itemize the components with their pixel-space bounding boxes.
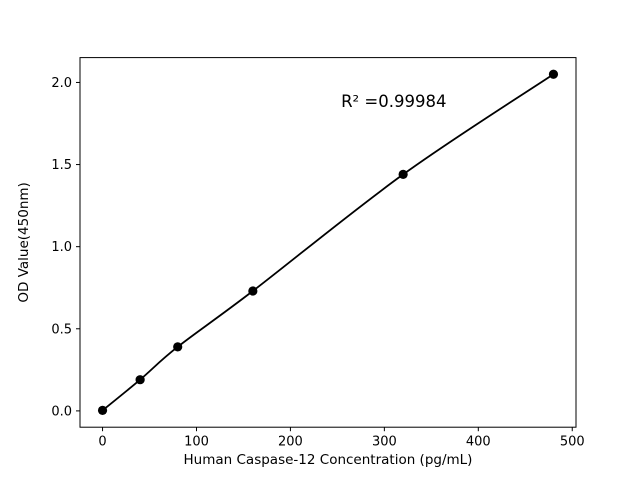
y-tick-label: 1.5 xyxy=(51,158,72,173)
fit-curve xyxy=(101,73,555,412)
y-tick-label: 0.5 xyxy=(51,322,72,337)
data-point-marker xyxy=(173,342,183,352)
data-point-marker xyxy=(548,69,559,79)
x-tick-label: 200 xyxy=(278,435,303,450)
x-axis-label: Human Caspase-12 Concentration (pg/mL) xyxy=(184,452,473,468)
x-tick-label: 400 xyxy=(466,435,491,450)
data-series xyxy=(97,69,559,415)
y-axis-label: OD Value(450nm) xyxy=(16,182,32,302)
data-point-marker xyxy=(97,405,108,415)
y-tick-label: 2.0 xyxy=(51,76,72,91)
data-point-marker xyxy=(135,375,145,385)
x-tick-label: 100 xyxy=(184,435,209,450)
data-point-marker xyxy=(248,286,258,296)
x-tick-label: 500 xyxy=(560,435,585,450)
x-axis-ticks: 0 100 200 300 400 500 xyxy=(98,427,585,450)
x-tick-label: 300 xyxy=(372,435,397,450)
y-tick-label: 1.0 xyxy=(51,240,72,255)
y-tick-label: 0.0 xyxy=(51,404,72,419)
y-axis-ticks: 0.0 0.5 1.0 1.5 2.0 xyxy=(51,76,80,419)
x-tick-label: 0 xyxy=(98,435,106,450)
plot-border xyxy=(79,57,577,428)
data-point-marker xyxy=(398,169,408,180)
r-squared-annotation: R² =0.99984 xyxy=(341,92,446,111)
